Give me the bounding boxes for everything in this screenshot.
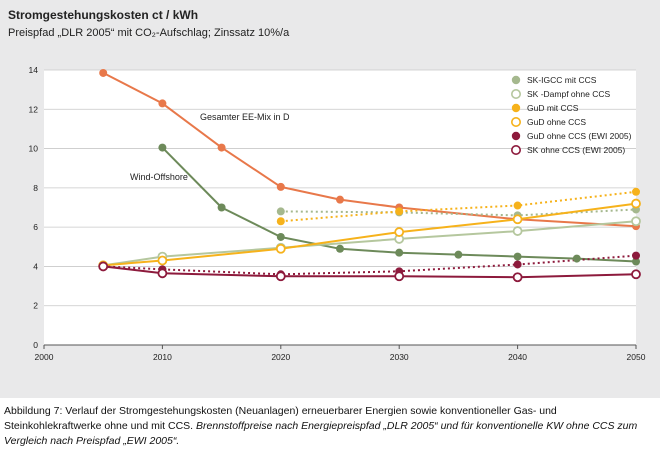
data-point-sk-dampf-ohne-ccs bbox=[512, 226, 523, 236]
legend-label-sk-dampf-ohne-ccs: SK -Dampf ohne CCS bbox=[527, 89, 610, 99]
data-point-wind-offshore bbox=[276, 232, 285, 241]
legend-marker-gud-ohne-ccs-ewi-2005 bbox=[511, 131, 521, 141]
caption-main: Abbildung 7: Verlauf der Stromgestehungs… bbox=[4, 405, 557, 432]
y-tick-label: 14 bbox=[29, 65, 39, 75]
legend-marker-gud-mit-ccs bbox=[511, 103, 521, 113]
series-line-gud-mit-ccs bbox=[280, 190, 637, 223]
data-point-gud-mit-ccs bbox=[632, 187, 640, 196]
data-point-sk-ohne-ccs-ewi-2005 bbox=[631, 269, 641, 280]
legend-label-sk-igcc-mit-ccs: SK-IGCC mit CCS bbox=[527, 75, 597, 85]
x-tick-label: 2030 bbox=[390, 352, 409, 362]
annotation-gesamter-ee-mix-in-d: Gesamter EE-Mix in D bbox=[200, 112, 290, 122]
data-point-gud-ohne-ccs-ewi-2005 bbox=[632, 251, 640, 260]
data-point-sk-dampf-ohne-ccs bbox=[631, 216, 641, 227]
x-tick-label: 2010 bbox=[153, 352, 172, 362]
y-tick-label: 12 bbox=[29, 104, 39, 114]
y-tick-label: 8 bbox=[33, 183, 38, 193]
data-point-sk-igcc-mit-ccs bbox=[276, 207, 285, 216]
legend-label-gud-ohne-ccs: GuD ohne CCS bbox=[527, 117, 586, 127]
data-point-sk-ohne-ccs-ewi-2005 bbox=[98, 261, 109, 272]
data-point-sk-ohne-ccs-ewi-2005 bbox=[394, 271, 405, 282]
annotations: Gesamter EE-Mix in D Wind-Offshore bbox=[130, 112, 290, 182]
x-tick-label: 2000 bbox=[35, 352, 54, 362]
series-line-gud-ohne-ccs bbox=[103, 202, 637, 267]
data-point-gud-mit-ccs bbox=[276, 217, 285, 226]
line-chart: 0 2 4 6 8 10 12 14 2000 2010 2020 2030 2040 2050 Gesa… bbox=[29, 65, 646, 362]
data-point-sk-ohne-ccs-ewi-2005 bbox=[157, 268, 168, 279]
data-point-sk-ohne-ccs-ewi-2005 bbox=[275, 271, 286, 282]
data-point-wind-offshore bbox=[158, 143, 167, 152]
y-tick-label: 6 bbox=[33, 222, 38, 232]
y-tick-label: 0 bbox=[33, 340, 38, 350]
data-point-gud-mit-ccs bbox=[513, 201, 522, 210]
data-point-gud-ohne-ccs bbox=[631, 198, 641, 209]
x-tick-label: 2040 bbox=[508, 352, 527, 362]
data-point-gud-ohne-ccs bbox=[394, 227, 405, 237]
data-point-gesamter-ee-mix-in-d bbox=[99, 68, 108, 77]
grid-lines bbox=[44, 69, 636, 345]
legend: SK-IGCC mit CCS SK -Dampf ohne CCS GuD mit… bbox=[510, 75, 632, 156]
data-point-wind-offshore bbox=[336, 244, 344, 253]
y-tick-label: 4 bbox=[33, 261, 38, 271]
data-point-sk-ohne-ccs-ewi-2005 bbox=[512, 272, 523, 283]
axes: 0 2 4 6 8 10 12 14 2000 2010 2020 2030 2040 2050 bbox=[29, 65, 646, 362]
x-tick-label: 2050 bbox=[627, 352, 646, 362]
data-point-wind-offshore bbox=[572, 254, 581, 263]
data-point-wind-offshore bbox=[217, 203, 226, 212]
x-tick-label: 2020 bbox=[271, 352, 290, 362]
data-point-gud-mit-ccs bbox=[395, 207, 404, 216]
figure-caption: Abbildung 7: Verlauf der Stromgestehungs… bbox=[4, 404, 656, 449]
legend-marker-gud-ohne-ccs bbox=[510, 117, 521, 128]
legend-label-sk-ohne-ccs-ewi-2005: SK ohne CCS (EWI 2005) bbox=[527, 145, 625, 155]
legend-marker-sk-igcc-mit-ccs bbox=[511, 75, 521, 85]
y-tick-label: 10 bbox=[29, 144, 39, 154]
legend-marker-sk-ohne-ccs-ewi-2005 bbox=[510, 145, 521, 156]
data-point-gesamter-ee-mix-in-d bbox=[276, 182, 285, 191]
data-point-gesamter-ee-mix-in-d bbox=[217, 143, 226, 152]
data-point-gud-ohne-ccs bbox=[157, 255, 168, 266]
y-tick-label: 2 bbox=[33, 301, 38, 311]
series-line-sk-ohne-ccs-ewi-2005 bbox=[103, 265, 637, 279]
series-line-gud-ohne-ccs-ewi-2005 bbox=[103, 254, 637, 276]
legend-label-gud-mit-ccs: GuD mit CCS bbox=[527, 103, 579, 113]
chart-subtitle: Preispfad „DLR 2005“ mit CO₂-Aufschlag; … bbox=[8, 27, 290, 39]
annotation-wind-offshore: Wind-Offshore bbox=[130, 172, 188, 182]
series-markers bbox=[98, 68, 641, 283]
legend-marker-sk-dampf-ohne-ccs bbox=[510, 89, 521, 100]
series-line-gesamter-ee-mix-in-d bbox=[102, 72, 637, 228]
data-point-gud-ohne-ccs-ewi-2005 bbox=[513, 260, 522, 269]
data-point-gud-ohne-ccs bbox=[512, 214, 523, 225]
legend-label-gud-ohne-ccs-ewi-2005: GuD ohne CCS (EWI 2005) bbox=[527, 131, 632, 141]
data-point-wind-offshore bbox=[454, 250, 463, 259]
chart-title: Stromgestehungskosten ct / kWh bbox=[8, 8, 199, 22]
data-point-gesamter-ee-mix-in-d bbox=[158, 99, 167, 108]
data-point-wind-offshore bbox=[513, 252, 522, 261]
data-point-wind-offshore bbox=[395, 248, 404, 257]
plot-area bbox=[44, 70, 636, 345]
data-point-gud-ohne-ccs bbox=[275, 243, 286, 254]
data-point-wind-offshore bbox=[632, 257, 640, 266]
data-point-gesamter-ee-mix-in-d bbox=[336, 195, 344, 204]
series-line-sk-dampf-ohne-ccs bbox=[103, 220, 637, 267]
